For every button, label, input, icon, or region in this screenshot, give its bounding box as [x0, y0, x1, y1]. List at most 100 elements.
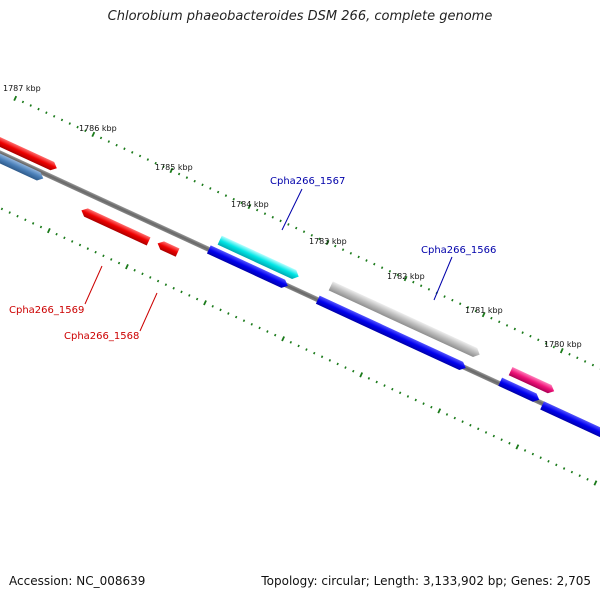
tick-outer-34: [279, 219, 282, 223]
tick-outer-37: [302, 230, 306, 234]
tick-outer-41: [334, 244, 337, 248]
tick-inner-45: [320, 355, 324, 359]
tick-inner-15: [86, 247, 89, 250]
tick-outer-36: [295, 226, 298, 230]
tick-inner-58: [422, 402, 425, 405]
tick-outer-52: [419, 284, 423, 288]
gene-block-blue-4: [540, 401, 600, 447]
tick-outer-68: [544, 342, 548, 345]
tick-outer-73: [583, 360, 587, 363]
tick-outer-15: [131, 151, 134, 154]
tick-inner-28: [188, 294, 191, 297]
gene-block-steel-left: [0, 145, 44, 181]
tick-inner-31: [211, 304, 214, 308]
tick-inner-22: [141, 272, 144, 276]
tick-outer-20: [169, 167, 174, 174]
tick-inner-77: [570, 470, 574, 474]
tick-inner-71: [523, 449, 527, 452]
tick-outer-58: [466, 306, 470, 309]
tick-outer-45: [365, 259, 368, 262]
tick-inner-69: [508, 441, 511, 445]
tick-inner-11: [55, 232, 58, 236]
tick-outer-1: [21, 100, 25, 104]
tick-outer-2: [29, 104, 32, 107]
genome-summary-text: Topology: circular; Length: 3,133,902 bp…: [261, 574, 591, 588]
tick-inner-36: [250, 322, 253, 326]
tick-inner-24: [156, 279, 160, 283]
kbp-label-1787: 1787 kbp: [3, 84, 41, 93]
tick-inner-40: [281, 336, 285, 342]
tick-outer-61: [490, 316, 493, 320]
tick-inner-75: [555, 463, 558, 467]
tick-inner-78: [578, 474, 581, 478]
tick-inner-79: [586, 477, 589, 481]
kbp-label-1785: 1785 kbp: [155, 163, 193, 172]
tick-outer-8: [76, 125, 79, 129]
gene-label-cpha266-1569: Cpha266_1569: [9, 305, 84, 316]
tick-outer-66: [529, 334, 532, 338]
tick-outer-48: [388, 269, 392, 273]
tick-outer-27: [224, 194, 228, 197]
gene-block-blue-3: [498, 377, 540, 402]
tick-inner-65: [477, 427, 480, 431]
tick-outer-10: [91, 131, 96, 138]
leader-line-cpha266-1567: [281, 188, 303, 231]
tick-inner-66: [484, 431, 488, 434]
backbone-line: [0, 142, 600, 441]
tick-outer-43: [349, 251, 353, 255]
tick-outer-12: [107, 140, 111, 143]
tick-outer-18: [154, 161, 157, 165]
tick-inner-27: [180, 290, 183, 294]
tick-inner-16: [94, 250, 97, 254]
tick-inner-6: [16, 214, 19, 218]
tick-outer-70: [559, 348, 564, 354]
kbp-label-1783: 1783 kbp: [309, 237, 347, 246]
kbp-label-1780: 1780 kbp: [544, 340, 582, 349]
tick-inner-48: [344, 366, 347, 369]
tick-inner-25: [164, 283, 168, 286]
tick-outer-32: [263, 212, 267, 215]
kbp-label-1786: 1786 kbp: [79, 124, 117, 133]
tick-outer-16: [138, 154, 142, 158]
tick-inner-67: [492, 434, 496, 438]
tick-outer-72: [576, 356, 579, 360]
tick-inner-26: [172, 286, 175, 290]
tick-outer-64: [513, 327, 517, 331]
leader-line-cpha266-1568: [139, 292, 158, 332]
tick-inner-42: [297, 344, 300, 348]
tick-outer-56: [451, 298, 454, 302]
tick-inner-74: [547, 459, 550, 463]
tick-inner-73: [539, 456, 542, 460]
tick-inner-7: [24, 218, 27, 222]
tick-outer-9: [84, 129, 87, 133]
tick-outer-71: [568, 352, 571, 356]
tick-inner-43: [305, 348, 308, 351]
ticks-inner: [0, 207, 598, 486]
gene-block-pink: [508, 367, 555, 394]
tick-outer-13: [115, 143, 118, 147]
kbp-label-1782: 1782 kbp: [387, 272, 425, 281]
tick-outer-31: [255, 208, 259, 212]
genes: [0, 131, 600, 447]
tick-outer-6: [60, 118, 64, 122]
tick-inner-32: [219, 308, 222, 312]
gene-block-cpha266-1567: [217, 235, 299, 280]
tick-inner-37: [258, 326, 261, 330]
tick-outer-74: [591, 363, 595, 367]
tick-outer-0: [13, 95, 18, 101]
tick-outer-21: [177, 172, 181, 176]
tick-outer-33: [271, 215, 274, 219]
tick-inner-62: [453, 416, 456, 420]
tick-inner-47: [336, 362, 339, 366]
tick-outer-51: [412, 280, 415, 284]
tick-outer-4: [45, 111, 48, 115]
tick-inner-60: [437, 408, 442, 414]
tick-outer-46: [373, 262, 376, 266]
leader-line-cpha266-1569: [84, 265, 103, 305]
leaders: [84, 188, 453, 332]
tick-outer-57: [458, 302, 462, 306]
tick-outer-14: [123, 147, 126, 151]
map-title: Chlorobium phaeobacteroides DSM 266, com…: [107, 9, 493, 24]
tick-inner-33: [227, 312, 230, 315]
